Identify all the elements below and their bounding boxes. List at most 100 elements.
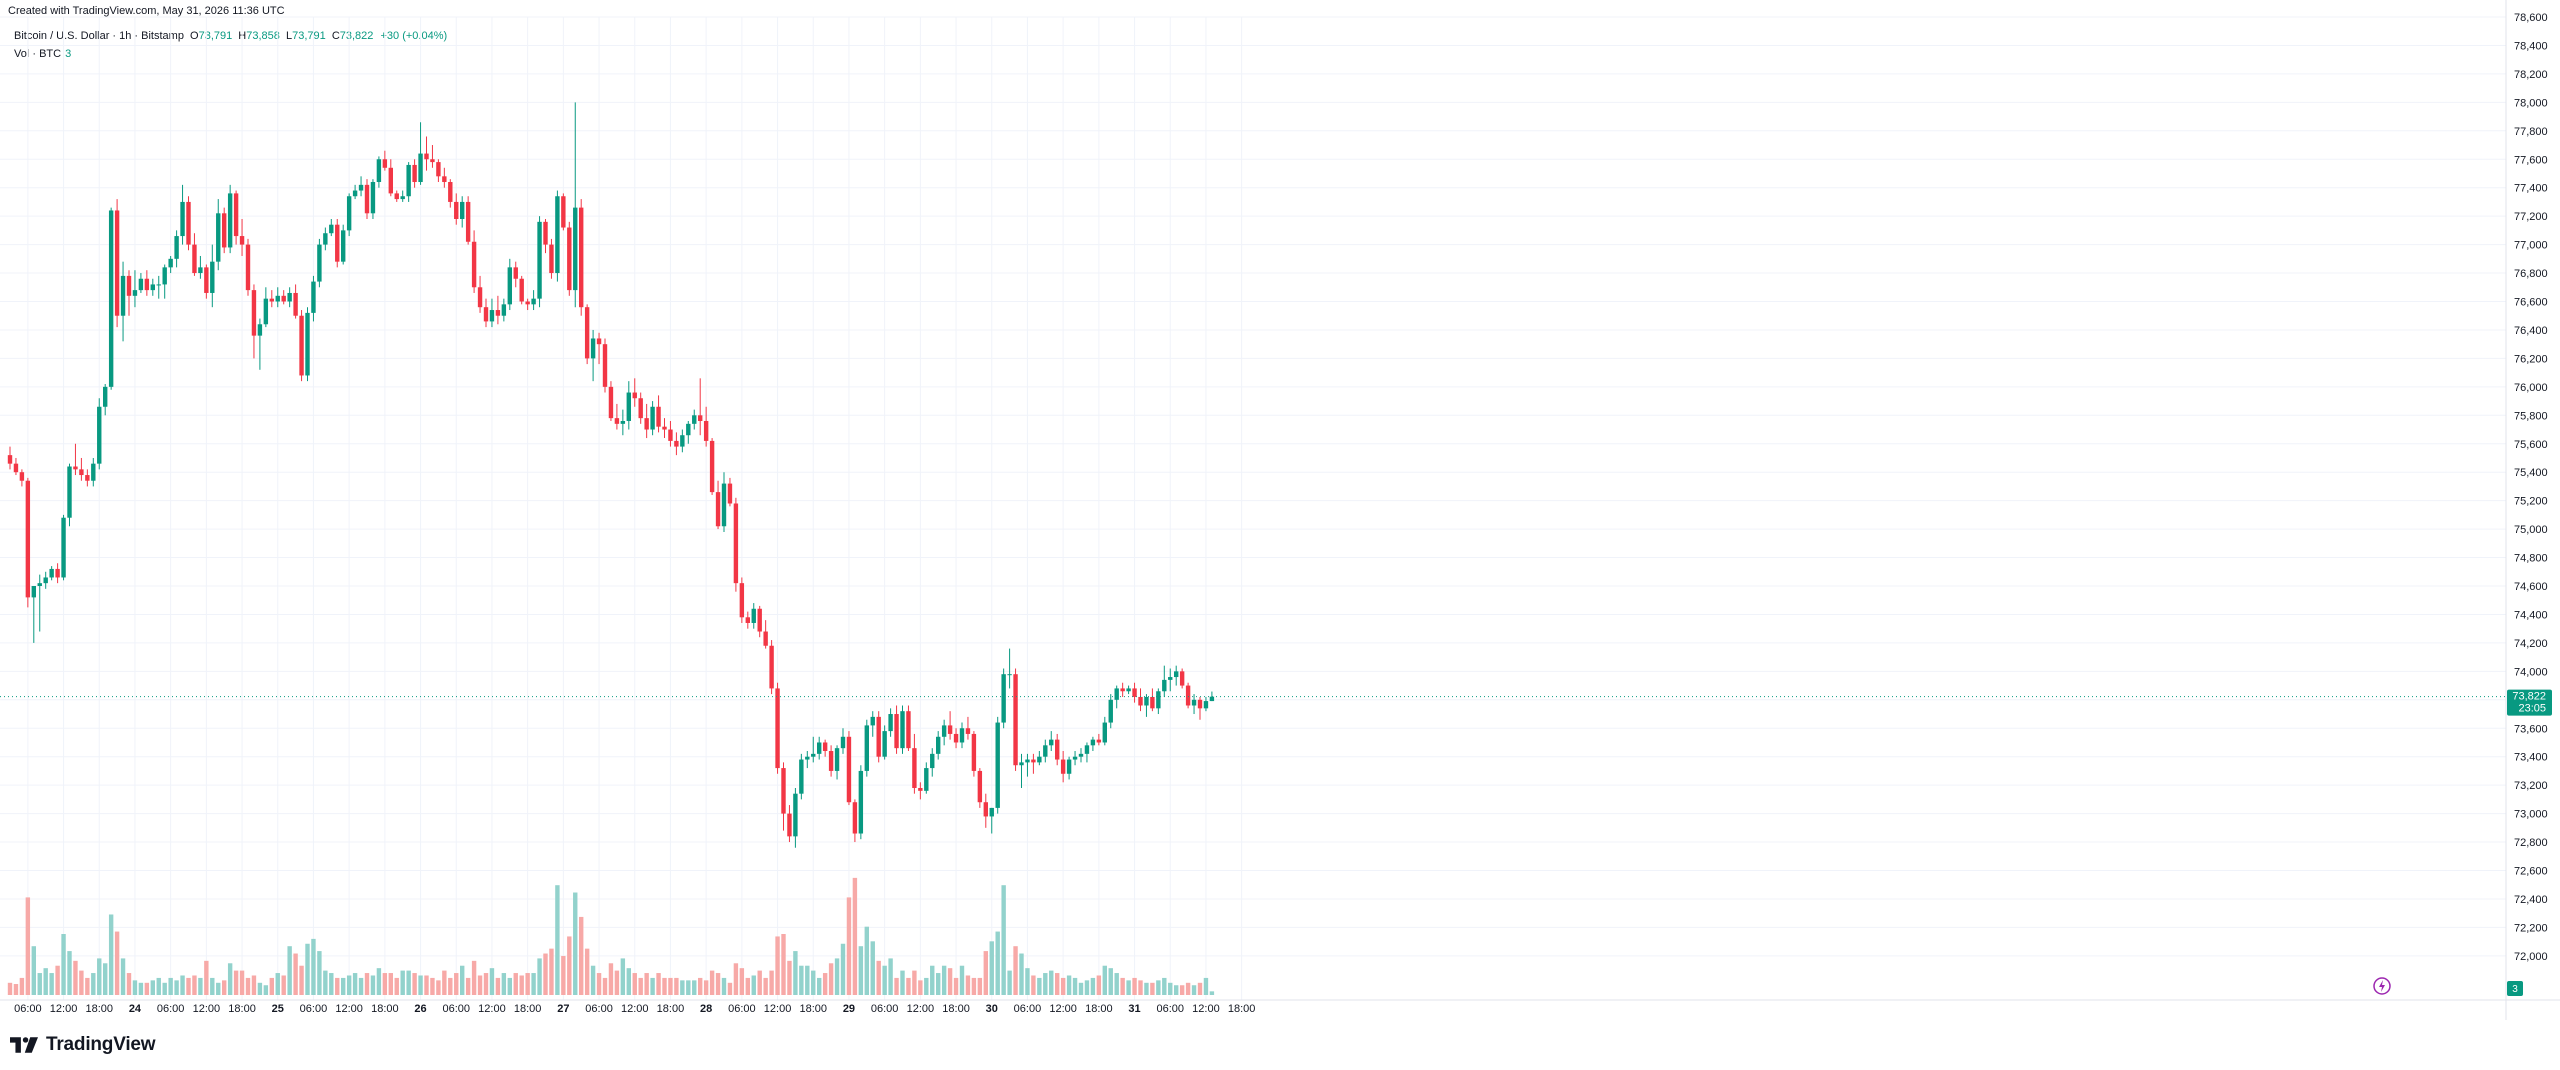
candle-body: [549, 244, 554, 274]
volume-bar: [930, 965, 935, 995]
volume-bar: [531, 973, 536, 995]
volume-bar: [983, 951, 988, 995]
volume-bar: [1049, 970, 1054, 995]
volume-bar: [608, 963, 614, 995]
volume-bar: [186, 977, 191, 995]
candle-body: [216, 213, 221, 262]
volume-bar: [1144, 982, 1149, 995]
time-tick-label: 12:00: [478, 1003, 506, 1015]
candle-body: [882, 731, 887, 757]
candle-body: [930, 753, 935, 769]
volume-bar: [25, 897, 31, 995]
volume-bar: [323, 970, 328, 995]
price-axis[interactable]: 72,000 72,200 72,400 72,600 72,800 73,000 73,2…: [2514, 12, 2548, 963]
volume-bar: [692, 980, 697, 995]
candle-body: [43, 577, 48, 584]
lightning-icon[interactable]: [2373, 977, 2391, 995]
candle-body: [364, 184, 370, 214]
volume-bar: [376, 968, 382, 995]
candle-body: [144, 278, 150, 291]
candle-body: [1055, 739, 1060, 760]
open-value: 73,791: [198, 30, 233, 42]
volume-value: 3: [65, 48, 72, 60]
candle-body: [828, 751, 834, 771]
volume-bar: [596, 973, 602, 995]
volume-bar: [971, 977, 977, 995]
volume-bar: [394, 977, 399, 995]
candle-body: [793, 793, 798, 837]
time-tick-label: 31: [1128, 1003, 1140, 1015]
candle-body: [1197, 699, 1203, 709]
candle-body: [1096, 739, 1102, 743]
candle-body: [436, 162, 441, 177]
candle-body: [1126, 688, 1131, 692]
candle-body: [346, 196, 352, 231]
candle-body: [561, 196, 566, 228]
created-with-caption: Created with TradingView.com, May 31, 20…: [8, 5, 285, 17]
candle-body: [918, 787, 923, 791]
candle-body: [519, 278, 524, 302]
candle-body: [924, 768, 929, 791]
candle-body: [37, 583, 42, 586]
volume-bar: [555, 885, 560, 995]
time-tick-label: 12:00: [335, 1003, 363, 1015]
time-tick-label: 06:00: [585, 1003, 613, 1015]
volume-bar: [1108, 968, 1113, 995]
candle-body: [1066, 759, 1072, 774]
candle-body: [477, 287, 483, 308]
candle-body: [1049, 739, 1054, 746]
volume-bar: [924, 977, 929, 995]
volume-tag-value: 3: [2512, 984, 2518, 995]
volume-bar: [364, 973, 370, 995]
volume-bar: [37, 973, 42, 995]
time-tick-label: 18:00: [85, 1003, 113, 1015]
candle-body: [614, 418, 620, 424]
candle-body: [852, 802, 858, 834]
candle-body: [1120, 688, 1125, 692]
volume-bar: [1185, 982, 1191, 995]
candle-body: [674, 440, 679, 447]
candle-body: [370, 182, 376, 214]
time-tick-label: 27: [557, 1003, 569, 1015]
volume-bar: [674, 977, 679, 995]
volume-bar: [775, 936, 780, 995]
volume-bar: [513, 973, 518, 995]
volume-bar: [471, 960, 477, 995]
volume-bar: [1025, 968, 1030, 995]
volume-bar: [525, 973, 530, 995]
candle-body: [537, 221, 542, 299]
volume-bar: [442, 970, 447, 995]
time-tick-label: 28: [700, 1003, 712, 1015]
tradingview-logo[interactable]: TradingView: [10, 1034, 156, 1056]
candle-body: [787, 813, 792, 837]
candle-body: [287, 292, 292, 302]
candle-body: [293, 292, 298, 316]
candle-body: [590, 338, 596, 359]
volume-bar: [245, 977, 251, 995]
candle-body: [995, 722, 1000, 808]
candle-body: [25, 480, 31, 598]
volume-bar: [281, 975, 286, 995]
volume-bar: [549, 948, 554, 995]
time-axis[interactable]: 06:00 12:00 18:00 24 06:00 12:00 18:00 25 06:00 1…: [14, 1003, 1255, 1015]
candle-body: [126, 275, 132, 296]
volume-tag: 3: [2507, 981, 2523, 996]
candle-body: [739, 583, 745, 618]
price-tick-label: 77,800: [2514, 126, 2548, 138]
volume-bar: [614, 970, 620, 995]
price-tick-label: 77,600: [2514, 154, 2548, 166]
change-value: +30 (+0.04%): [380, 30, 448, 42]
last-price-tag-bg: [2507, 689, 2552, 716]
volume-bar: [120, 958, 126, 995]
price-tick-label: 75,200: [2514, 496, 2548, 508]
candle-body: [947, 725, 953, 734]
time-tick-label: 18:00: [799, 1003, 827, 1015]
candle-body: [781, 768, 786, 814]
time-tick-label: 18:00: [1085, 1003, 1113, 1015]
volume-label[interactable]: Vol · BTC: [14, 48, 62, 60]
price-tick-label: 76,000: [2514, 382, 2548, 394]
low-value: 73,791: [292, 30, 326, 42]
volume-bar: [138, 982, 144, 995]
candle-body: [805, 756, 810, 760]
